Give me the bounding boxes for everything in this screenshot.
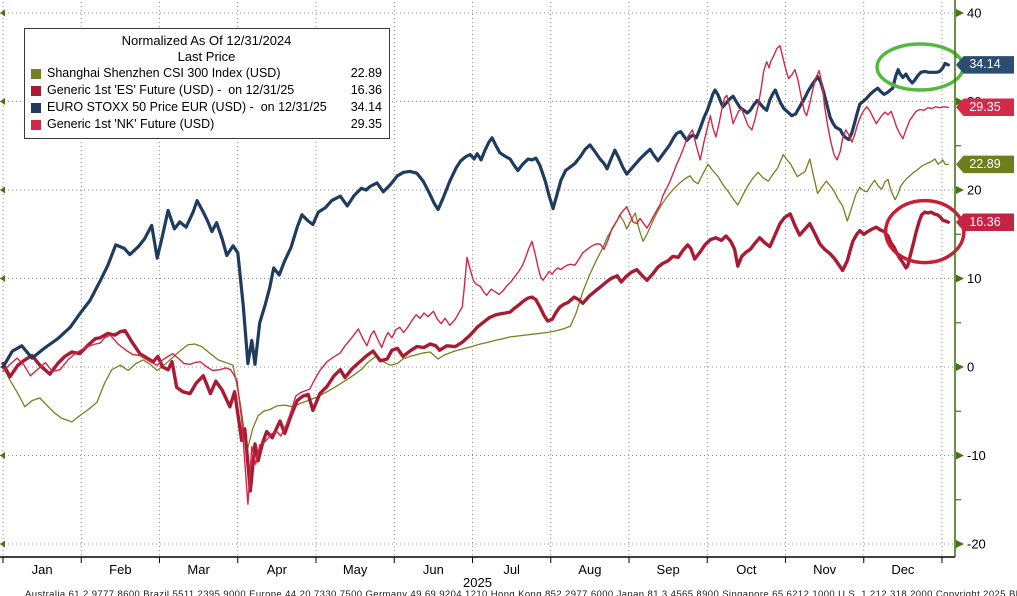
left-edge-tick-icon [0,98,5,105]
series-line-csi300 [2,153,949,452]
legend-item-es-future: Generic 1st 'ES' Future (USD) - on 12/31… [31,82,382,99]
left-edge-tick-icon [0,186,5,194]
price-badge-eurostoxx: 34.14 [956,56,1014,74]
left-edge-tick-icon [0,452,5,459]
x-axis-month-label: Dec [891,562,915,577]
left-edge-tick-icon [0,275,5,282]
x-axis-month-label: Jun [423,562,444,577]
y-axis-label: 20 [967,183,981,198]
nk-future-color-swatch [31,119,41,130]
y-axis-label: 0 [967,360,974,375]
annotation-es-dip-circle [883,198,966,265]
y-axis-label: 10 [967,271,981,286]
left-edge-tick-icon [0,9,5,17]
price-badge-es: 16.36 [956,213,1014,231]
legend-item-csi300: Shanghai Shenzhen CSI 300 Index (USD) 22… [31,65,382,82]
legend-item-label: EURO STOXX 50 Price EUR (USD) - on 12/31… [47,100,327,114]
bloomberg-footer-text: Australia 61 2 9777 8600 Brazil 5511 239… [25,589,1017,596]
series-line-es [1,210,950,493]
csi300-color-swatch [31,68,41,79]
es-future-color-swatch [31,85,41,96]
y-axis-tick-arrow-icon [956,9,964,17]
price-badge-nk: 29.35 [956,98,1014,116]
y-axis-tick-arrow-icon [956,363,964,371]
legend-item-value: 34.14 [350,100,382,114]
x-axis-year-label: 2025 [463,575,492,590]
y-axis-label: -10 [967,448,986,463]
series-line-eurostoxx [1,61,950,369]
price-badge-csi300: 22.89 [956,155,1014,174]
legend-item-label: Shanghai Shenzhen CSI 300 Index (USD) [47,66,281,80]
legend-item-nk-future: Generic 1st 'NK' Future (USD) 29.35 [31,116,382,133]
x-axis-month-label: Mar [187,562,210,577]
x-axis-month-label: Jul [503,562,520,577]
left-edge-tick-icon [0,540,5,548]
legend-item-value: 22.89 [350,66,382,80]
y-axis-tick-arrow-icon [956,186,964,194]
y-axis-tick-arrow-icon [956,451,964,460]
legend-item-eurostoxx: EURO STOXX 50 Price EUR (USD) - on 12/31… [31,99,382,116]
legend: Normalized As Of 12/31/2024 Last Price S… [24,28,390,139]
y-axis-label: 40 [967,6,981,21]
x-axis-month-label: Sep [657,562,680,577]
legend-item-label: Generic 1st 'ES' Future (USD) - on 12/31… [47,83,295,97]
legend-item-value: 16.36 [350,83,382,97]
x-axis-month-label: Oct [736,562,757,577]
legend-item-label: Generic 1st 'NK' Future (USD) [47,117,215,131]
eurostoxx-color-swatch [31,102,41,113]
x-axis-month-label: Jan [32,562,53,577]
x-axis-month-label: Apr [267,562,288,577]
y-axis-tick-arrow-icon [956,274,964,283]
x-axis-month-label: Feb [109,562,131,577]
x-axis-month-label: May [343,562,368,577]
legend-subtitle: Last Price [177,49,236,64]
x-axis-month-label: Nov [813,562,837,577]
annotation-eurostoxx-high-circle [875,42,965,92]
x-axis-month-label: Aug [578,562,601,577]
y-axis-label: -20 [967,537,986,552]
legend-title: Normalized As Of 12/31/2024 [121,33,292,48]
y-axis-tick-arrow-icon [956,540,964,548]
series-line-nk [2,45,949,505]
legend-item-value: 29.35 [350,117,382,131]
y-axis-tick-arrow-icon [956,97,964,106]
